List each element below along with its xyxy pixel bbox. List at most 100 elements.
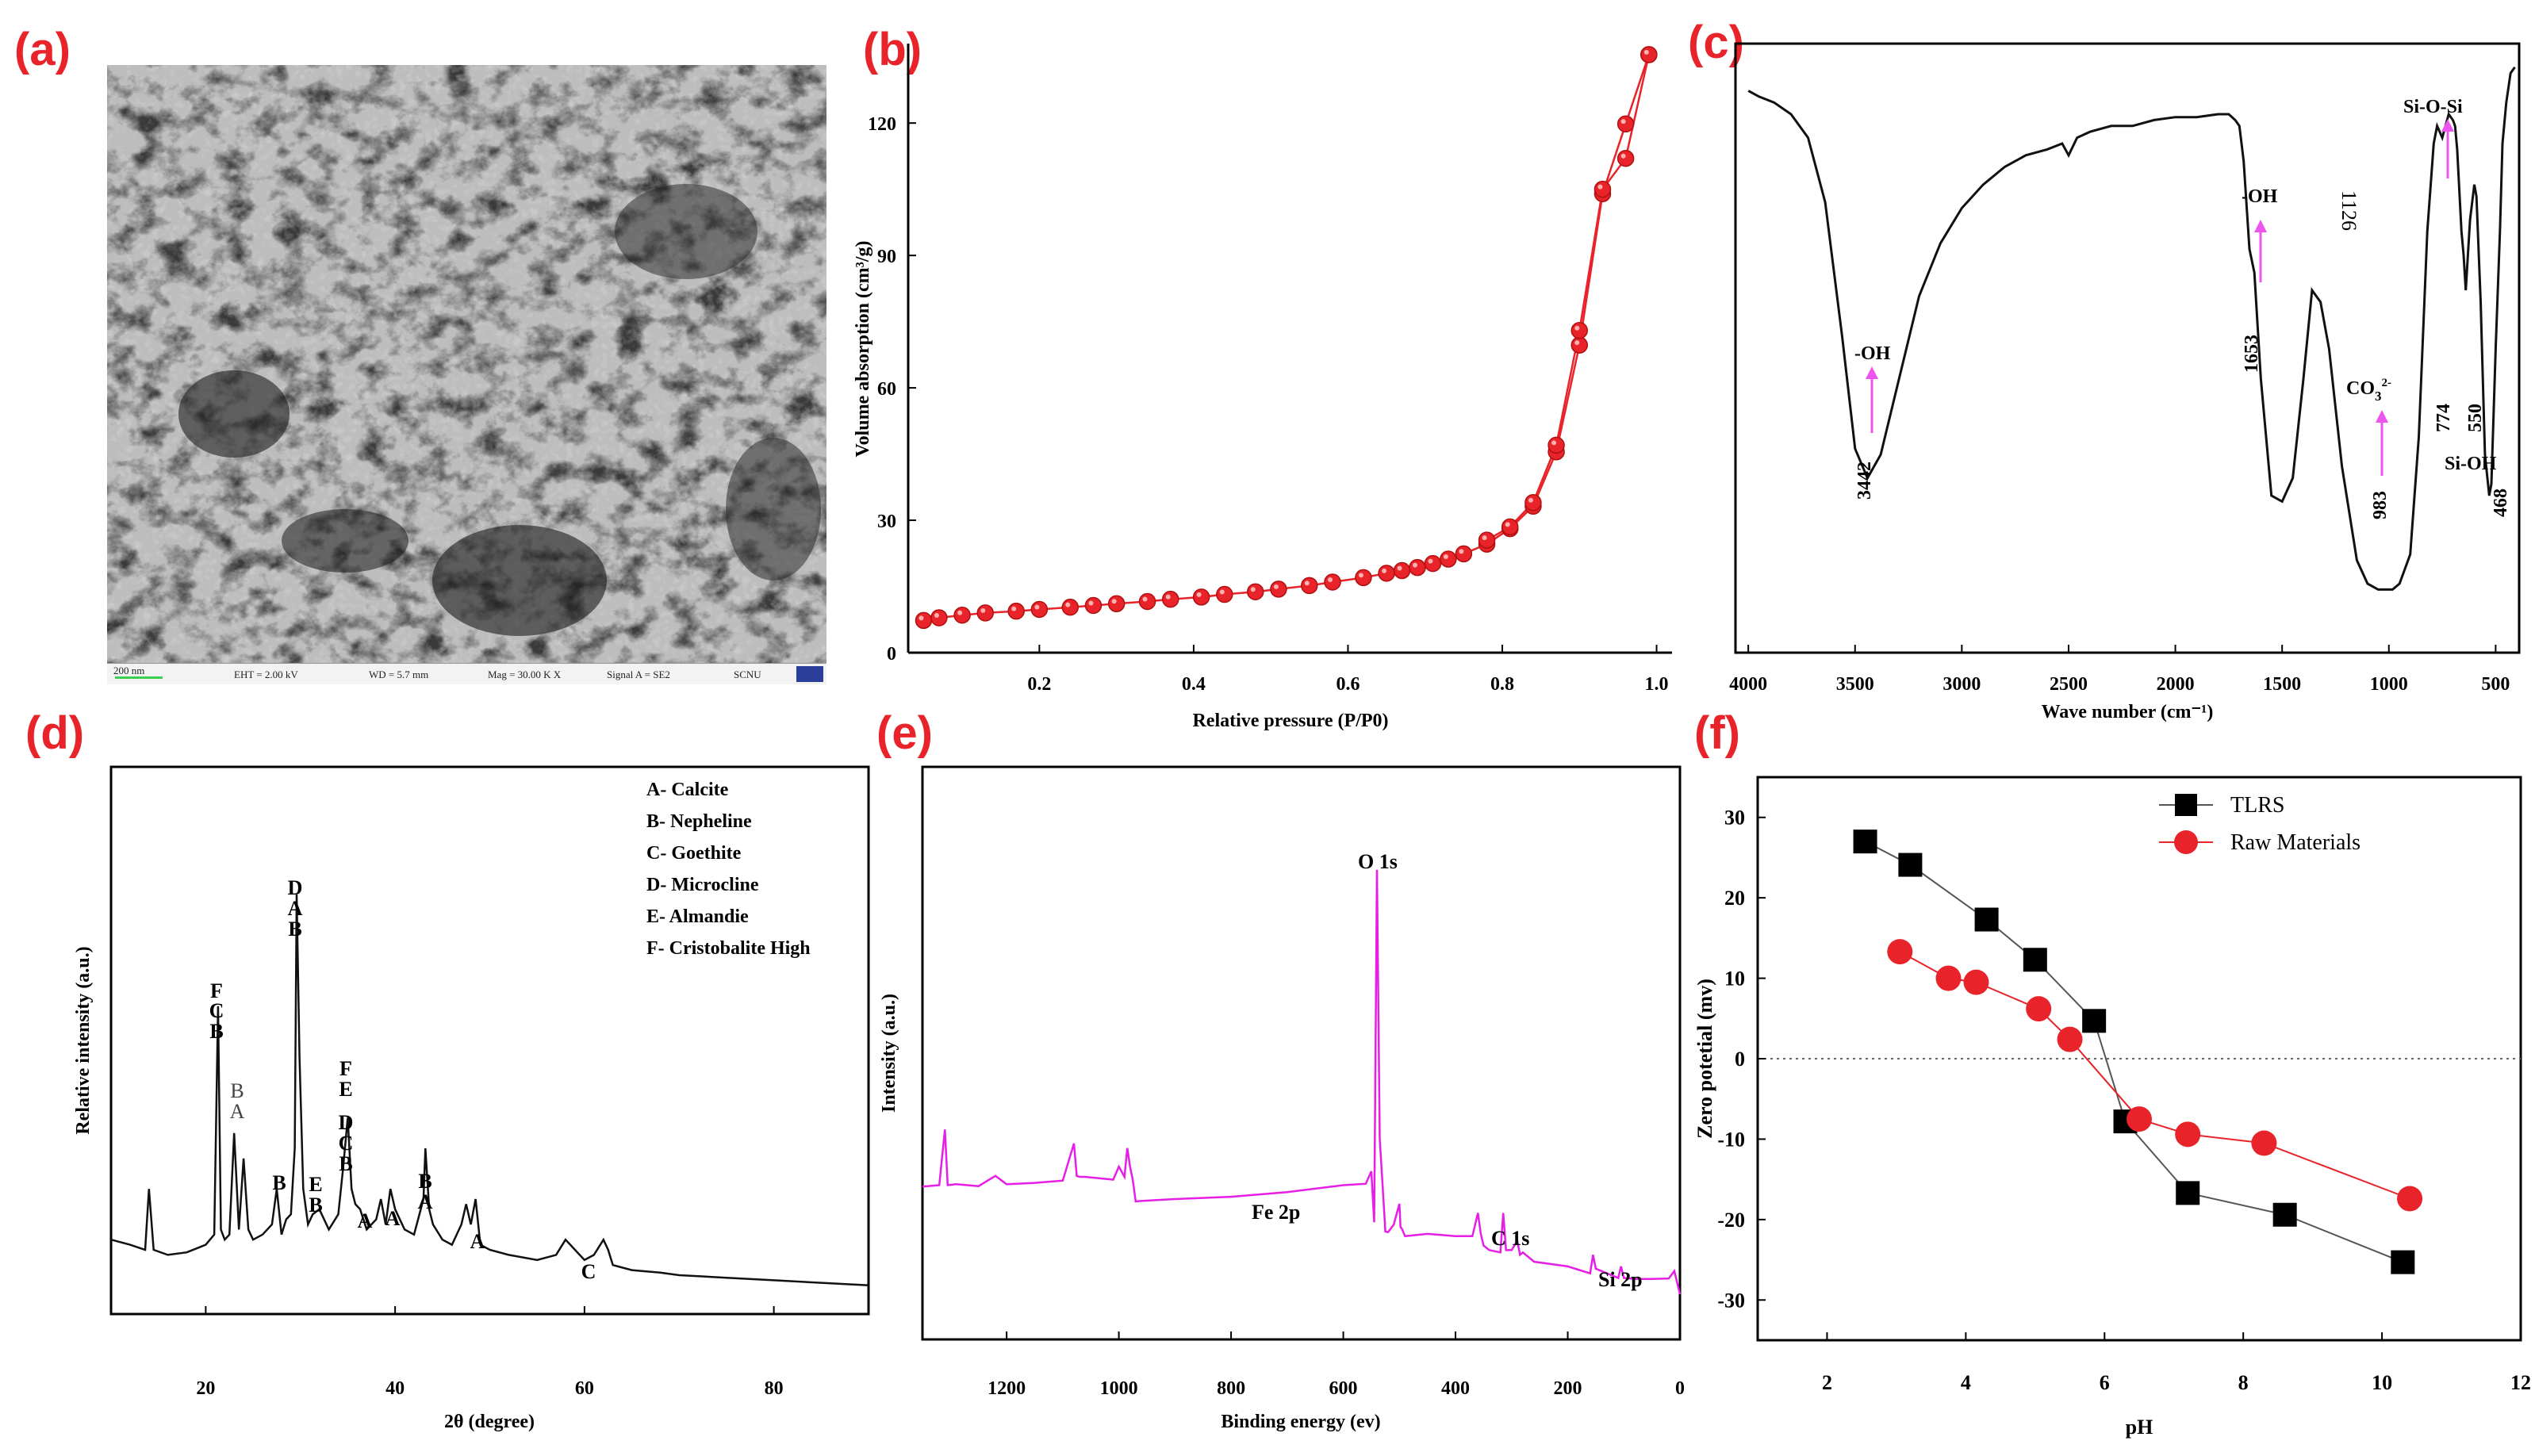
peak-label-31-e: E [309, 1173, 322, 1196]
chart-b-point-adsorption [1378, 565, 1395, 582]
peak-label-35-b: B [339, 1152, 352, 1175]
legend-nepheline: B- Nepheline [646, 811, 752, 832]
chart-b-point-shine [1273, 584, 1279, 589]
chart-f-raw-point [2251, 1130, 2277, 1156]
peak-label-35-d: D [339, 1111, 354, 1134]
chart-b-point-adsorption [1192, 588, 1210, 606]
chart-b-point-shine [1196, 592, 1202, 597]
chart-c-xtick-label: 2500 [2050, 674, 2088, 695]
chart-b-point-desorption [1478, 531, 1496, 549]
chart-f-ytick-label: -30 [1717, 1289, 1745, 1312]
chart-b-point-shine [1643, 49, 1649, 55]
chart-b-point-shine [1428, 558, 1433, 564]
chart-b-point-shine [1597, 184, 1603, 190]
annot-1653: 1653 [2242, 335, 2262, 373]
sem-logo [796, 666, 823, 682]
chart-b-point-shine [1459, 549, 1464, 554]
chart-f-raw-point [1935, 965, 1962, 991]
chart-d-xlabel: 2θ (degree) [444, 1412, 535, 1432]
chart-b-xtick-label: 0.8 [1490, 674, 1514, 695]
chart-b-point-adsorption [1324, 573, 1341, 591]
chart-e-xtick-label: 800 [1217, 1378, 1245, 1399]
chart-b-point-shine [1482, 535, 1487, 541]
legend-almandie: E- Almandie [646, 906, 749, 927]
chart-b-point-desorption [1524, 494, 1542, 512]
chart-b-ytick-label: 60 [877, 379, 896, 400]
panel-label-f: (f) [1694, 707, 1740, 759]
chart-b-point-shine [1528, 497, 1533, 503]
chart-e-xtick-label: 0 [1675, 1378, 1685, 1399]
sem-wd: WD = 5.7 mm [369, 669, 429, 680]
chart-b-point-adsorption [1084, 596, 1103, 615]
sem-texture [107, 65, 826, 664]
chart-f-ytick-label: 20 [1724, 887, 1745, 910]
chart-b-point-shine [1219, 589, 1225, 595]
peak-label-43-a: A [418, 1190, 433, 1213]
chart-c-xtick-label: 3000 [1942, 674, 1981, 695]
annot-oh-2: -OH [2242, 186, 2278, 207]
chart-b-point-adsorption [1030, 600, 1049, 619]
chart-b-point-adsorption [1246, 583, 1264, 600]
chart-b-point-shine [1397, 565, 1402, 571]
chart-f-tlrs-point [2082, 1009, 2107, 1033]
chart-c: 4000 3500 3000 2500 2000 1500 1000 500 -OH 3442… [1729, 42, 2521, 722]
legend-tlrs-label: TLRS [2230, 793, 2284, 818]
chart-b-point-shine [1328, 577, 1333, 582]
legend-cristobalite: F- Cristobalite High [646, 938, 811, 959]
legend-raw-label: Raw Materials [2230, 830, 2361, 855]
chart-f-xtick-label: 12 [2510, 1371, 2531, 1394]
chart-f-raw-point [2397, 1186, 2423, 1212]
chart-b-point-shine [1111, 599, 1117, 604]
annot-si-o-si: Si-O-Si [2403, 97, 2463, 117]
chart-f-ytick-label: 10 [1724, 967, 1745, 990]
chart-b-point-desorption [1640, 46, 1658, 63]
chart-b-point-shine [1034, 604, 1040, 610]
panel-label-d: (d) [25, 707, 85, 759]
chart-d-xtick-label: 20 [196, 1378, 215, 1399]
chart-b-point-shine [1551, 440, 1557, 446]
sem-signal: Signal A = SE2 [607, 669, 670, 680]
chart-c-frame [1734, 42, 2521, 654]
chart-b-point-shine [980, 607, 986, 613]
peak-label-43-b: B [418, 1170, 431, 1193]
peak-label-29-b: B [288, 918, 301, 941]
chart-b-point-shine [1250, 587, 1256, 592]
chart-b-point-shine [1142, 596, 1148, 602]
chart-b-point-shine [1011, 606, 1017, 611]
peak-label-35-e: E [339, 1078, 352, 1101]
chart-b-point-shine [1413, 562, 1417, 568]
annot-oh-1: -OH [1854, 343, 1891, 364]
sem-image: 200 nm EHT = 2.00 kV WD = 5.7 mm Mag = 3… [107, 65, 826, 684]
chart-b-ytick-label: 0 [887, 644, 896, 665]
chart-b-point-shine [1165, 594, 1171, 600]
peak-label-37-a: A [358, 1209, 373, 1232]
chart-e-xtick-label: 400 [1441, 1378, 1470, 1399]
chart-b-point-shine [1358, 573, 1363, 578]
chart-d-xrd-line [110, 894, 869, 1287]
sem-info-bar: 200 nm EHT = 2.00 kV WD = 5.7 mm Mag = 3… [107, 663, 826, 684]
chart-b-point-adsorption [1216, 585, 1233, 603]
arrow-oh-3442-head [1866, 366, 1878, 379]
chart-f-tlrs-line [1865, 841, 2403, 1263]
chart-b-point-adsorption [1440, 550, 1457, 568]
annot-550: 550 [2465, 404, 2486, 432]
peak-label-23-b: B [230, 1079, 244, 1102]
annot-c1s: C 1s [1491, 1227, 1529, 1250]
annot-3442: 3442 [1854, 462, 1875, 500]
annot-1126: 1126 [2337, 190, 2361, 231]
annot-si-oh: Si-OH [2445, 454, 2497, 474]
peak-label-23-a: A [230, 1100, 245, 1123]
chart-e-xtick-label: 200 [1554, 1378, 1582, 1399]
chart-d-ylabel: Relative intensity (a.u.) [73, 946, 94, 1134]
chart-b-point-shine [934, 613, 939, 619]
chart-d-xtick-label: 40 [385, 1378, 405, 1399]
chart-b-point-adsorption [1355, 569, 1372, 587]
chart-f-legend: TLRS Raw Materials [2159, 793, 2361, 855]
chart-b-xtick-label: 0.6 [1336, 674, 1360, 695]
chart-c-xlabel: Wave number (cm⁻¹) [2042, 702, 2214, 722]
peak-label-35-f: F [339, 1057, 352, 1080]
chart-b-xtick-label: 0.4 [1182, 674, 1206, 695]
chart-c-xtick-label: 1500 [2263, 674, 2301, 695]
chart-f-xtick-label: 6 [2100, 1371, 2110, 1394]
peak-label-21-b: B [209, 1020, 223, 1043]
